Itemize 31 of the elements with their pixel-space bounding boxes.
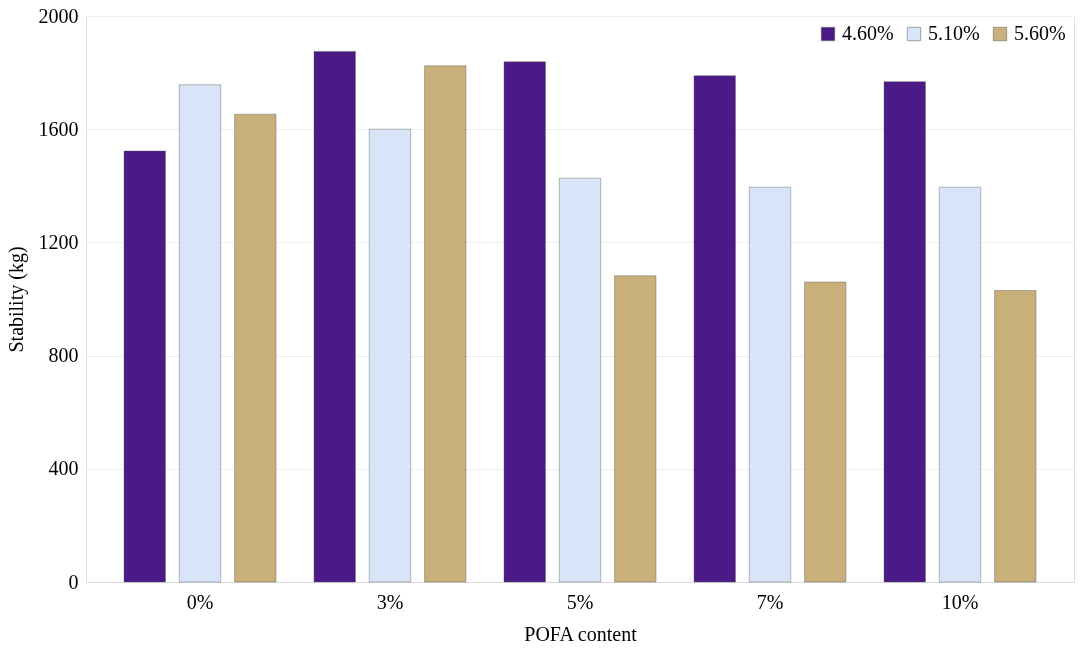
y-tick-label: 0	[68, 570, 79, 593]
y-tick-label: 1600	[38, 117, 79, 140]
bar	[804, 281, 847, 583]
y-tick-label: 1200	[38, 230, 79, 253]
bar	[424, 65, 467, 583]
legend-label: 4.60%	[842, 22, 894, 44]
bar	[234, 114, 277, 583]
bar	[369, 129, 411, 583]
y-tick-label: 2000	[38, 4, 79, 27]
x-tick-label: 0%	[186, 590, 214, 613]
bar	[179, 84, 221, 583]
bar	[749, 187, 791, 583]
bar	[503, 61, 546, 583]
x-tick-label: 5%	[566, 590, 594, 613]
bar	[614, 275, 657, 583]
y-axis-title: Stability (kg)	[4, 246, 28, 353]
bar	[559, 177, 601, 583]
x-tick-label: 3%	[376, 590, 404, 613]
bar	[883, 81, 926, 583]
y-tick-label: 800	[48, 344, 79, 367]
legend-label: 5.10%	[928, 22, 980, 44]
y-tick-label: 400	[48, 457, 79, 480]
legend-label: 5.60%	[1014, 22, 1066, 44]
bar	[123, 150, 166, 583]
x-axis-title: POFA content	[524, 622, 638, 645]
x-tick-label: 7%	[756, 590, 784, 613]
bar	[693, 75, 736, 583]
x-tick-label: 10%	[941, 590, 979, 613]
bar	[313, 51, 356, 583]
bar	[994, 290, 1037, 583]
bar	[939, 187, 981, 583]
